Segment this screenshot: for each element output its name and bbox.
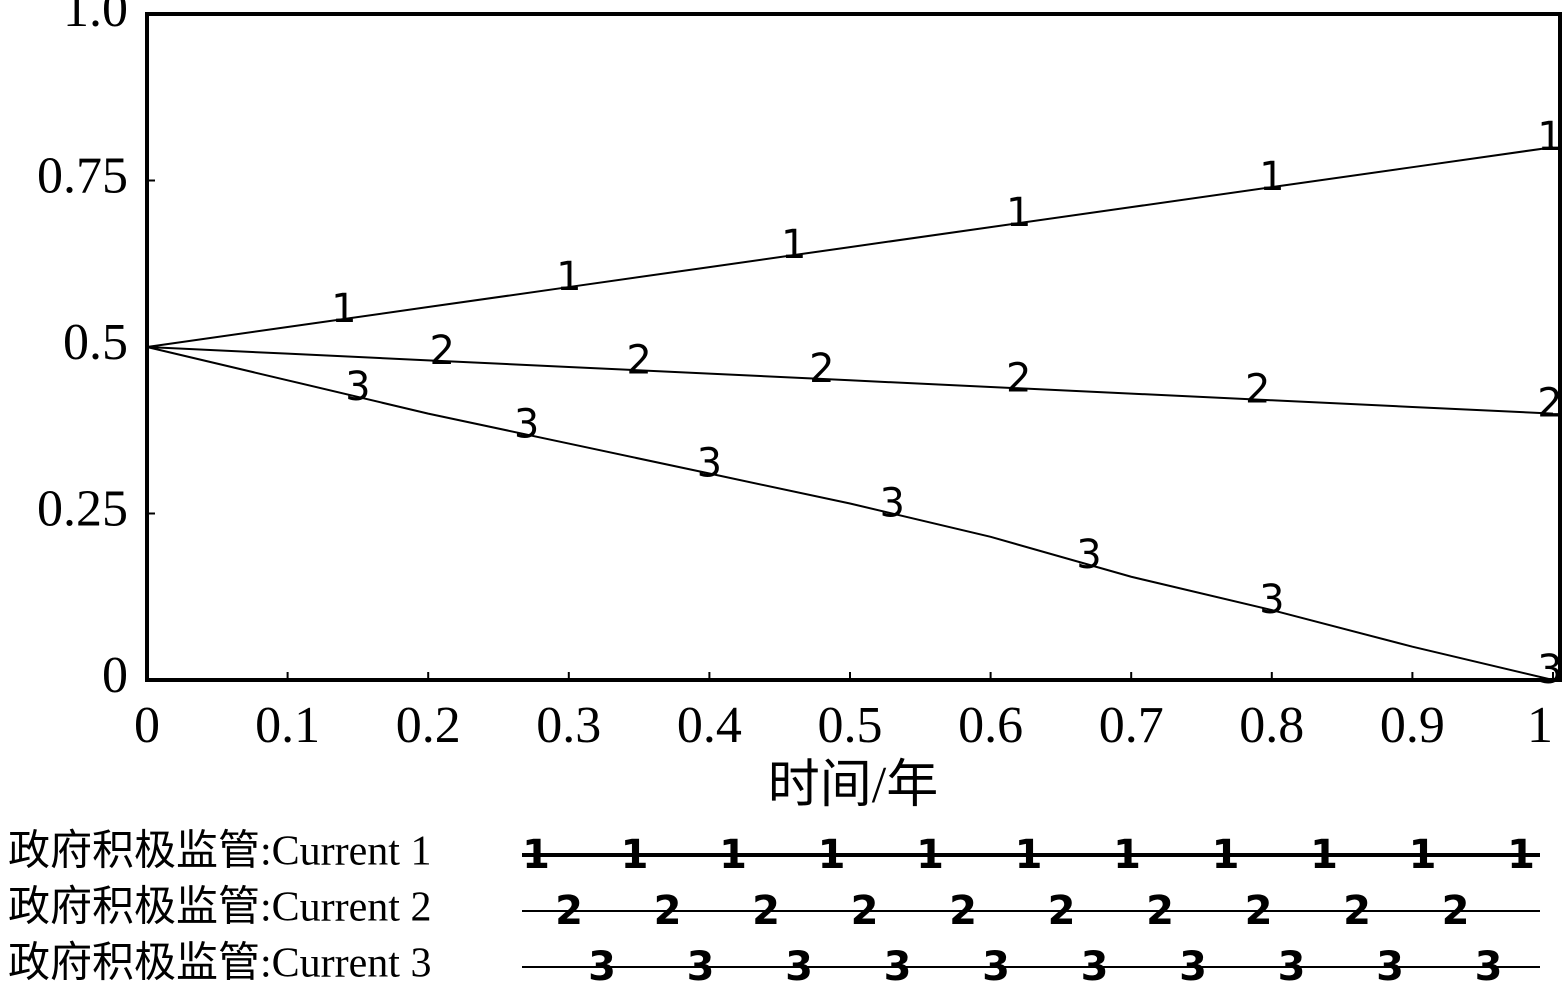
x-tick-label: 0.1 (255, 697, 320, 754)
series-marker: 1 (1259, 154, 1284, 200)
series-marker: 3 (1076, 532, 1101, 578)
legend-marker: 1 (1113, 832, 1141, 878)
series-marker: 2 (1537, 381, 1562, 427)
series-marker: 3 (697, 441, 722, 487)
series-marker: 1 (1537, 114, 1562, 160)
y-tick-label: 0.75 (37, 147, 128, 204)
y-tick-label: 1.0 (63, 0, 128, 38)
legend-marker: 3 (1376, 944, 1404, 989)
series-marker: 3 (1537, 647, 1562, 693)
plot-frame (145, 12, 1562, 682)
series-marker: 2 (809, 346, 834, 392)
legend-marker: 3 (687, 944, 715, 989)
x-tick-label: 0 (134, 697, 160, 754)
x-tick-label: 1 (1527, 697, 1553, 754)
legend-marker: 1 (1409, 832, 1437, 878)
x-tick-label: 0.7 (1099, 697, 1164, 754)
series-marker: 2 (626, 337, 651, 383)
legend-marker: 1 (1507, 832, 1535, 878)
legend-marker: 2 (1245, 888, 1273, 934)
legend-marker: 2 (555, 888, 583, 934)
legend-marker: 3 (1278, 944, 1306, 989)
legend-marker: 1 (1212, 832, 1240, 878)
legend-marker: 1 (522, 832, 550, 878)
series-marker: 3 (514, 402, 539, 448)
series-marker: 2 (1245, 367, 1270, 413)
x-tick-label: 0.4 (677, 697, 742, 754)
series-line (146, 346, 1554, 415)
y-tick-label: 0.25 (37, 480, 128, 537)
series-marker: 2 (1006, 355, 1031, 401)
x-tick-label: 0.3 (536, 697, 601, 754)
series-marker: 1 (556, 254, 581, 300)
legend-marker: 3 (1081, 944, 1109, 989)
series-marker: 1 (781, 222, 806, 268)
series-marker: 3 (879, 481, 904, 527)
legend-marker: 1 (1310, 832, 1338, 878)
legend-marker: 1 (916, 832, 944, 878)
legend-marker: 3 (1179, 944, 1207, 989)
legend-marker: 2 (1442, 888, 1470, 934)
legend-marker: 2 (1048, 888, 1076, 934)
legend-label: 政府积极监管:Current 3 (8, 940, 431, 987)
legend-marker: 2 (1146, 888, 1174, 934)
legend-marker: 3 (588, 944, 616, 989)
series-marker: 2 (430, 328, 455, 374)
legend-marker: 3 (982, 944, 1010, 989)
y-tick-label: 0.5 (63, 314, 128, 371)
legend-marker: 2 (752, 888, 780, 934)
series-marker: 1 (1006, 190, 1031, 236)
legend-marker: 3 (785, 944, 813, 989)
legend-marker: 1 (1015, 832, 1043, 878)
series-marker: 3 (345, 364, 370, 410)
x-tick-label: 0.5 (818, 697, 883, 754)
legend-marker: 1 (719, 832, 747, 878)
series-marker: 1 (331, 286, 356, 332)
x-tick-label: 0.6 (958, 697, 1023, 754)
x-tick-label: 0.8 (1239, 697, 1304, 754)
series-line (146, 146, 1554, 348)
legend-marker: 3 (884, 944, 912, 989)
legend-marker: 1 (818, 832, 846, 878)
legend-marker: 2 (1343, 888, 1371, 934)
x-axis-label: 时间/年 (768, 757, 938, 814)
legend-marker: 2 (654, 888, 682, 934)
legend-label: 政府积极监管:Current 1 (8, 828, 431, 875)
x-tick-label: 0.9 (1380, 697, 1445, 754)
series-line (146, 346, 1554, 681)
x-tick-label: 0.2 (396, 697, 461, 754)
y-tick-label: 0 (102, 647, 128, 704)
legend-marker: 2 (851, 888, 879, 934)
legend-label: 政府积极监管:Current 2 (8, 884, 431, 931)
legend-marker: 2 (949, 888, 977, 934)
legend-marker: 1 (621, 832, 649, 878)
legend-marker: 3 (1475, 944, 1503, 989)
series-marker: 3 (1259, 577, 1284, 623)
